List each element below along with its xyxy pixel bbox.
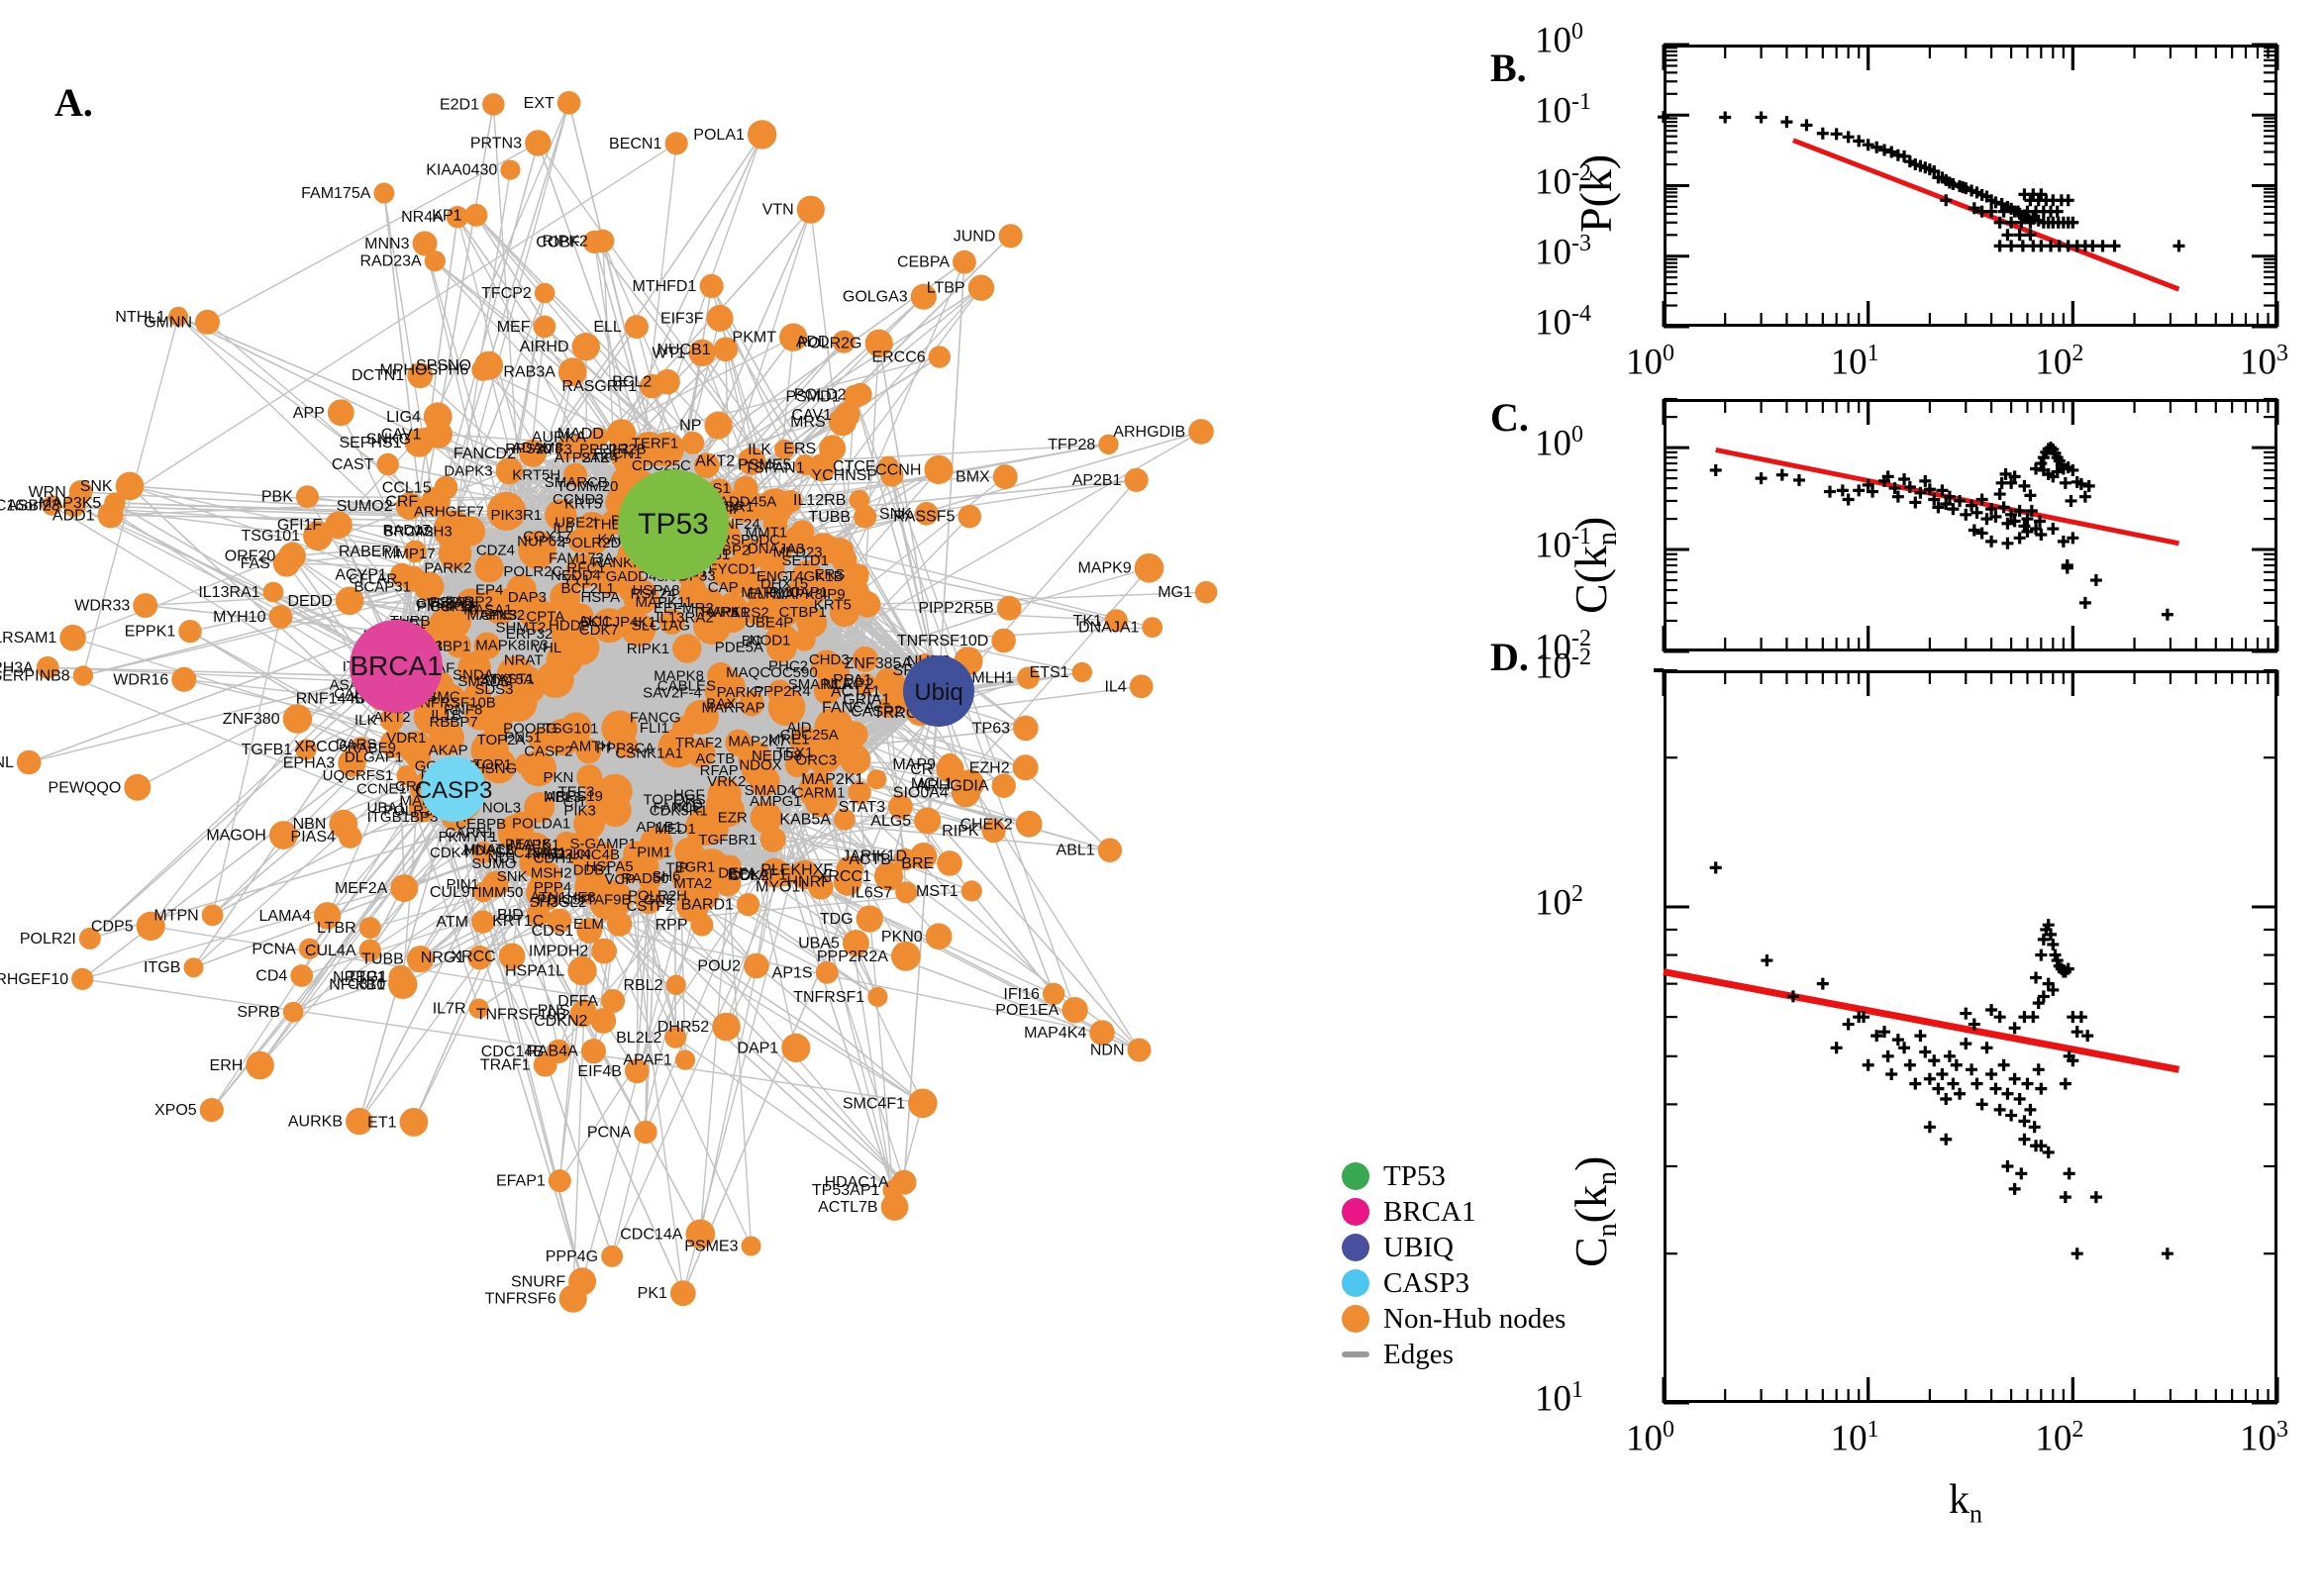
panel-a-network: A. ABL3 TAF9B MAGOH CDC14A DHX15 CDC14B KIAA04… bbox=[0, 80, 1566, 1370]
network-edge bbox=[211, 616, 282, 916]
network-edge bbox=[358, 788, 454, 1122]
network-edge bbox=[887, 466, 940, 692]
network-edge bbox=[854, 396, 940, 692]
network-edge bbox=[938, 261, 965, 692]
network-edge bbox=[593, 241, 940, 692]
panel-a-label: A. bbox=[54, 80, 93, 125]
network-edge bbox=[89, 665, 397, 940]
network-edge bbox=[453, 788, 583, 1282]
network-graph: ABL3TAF9BMAGOHCDC14ADHX15CDC14BKIAA0430T… bbox=[0, 91, 1218, 1313]
network-edge bbox=[710, 285, 940, 692]
network-edge bbox=[192, 665, 397, 968]
